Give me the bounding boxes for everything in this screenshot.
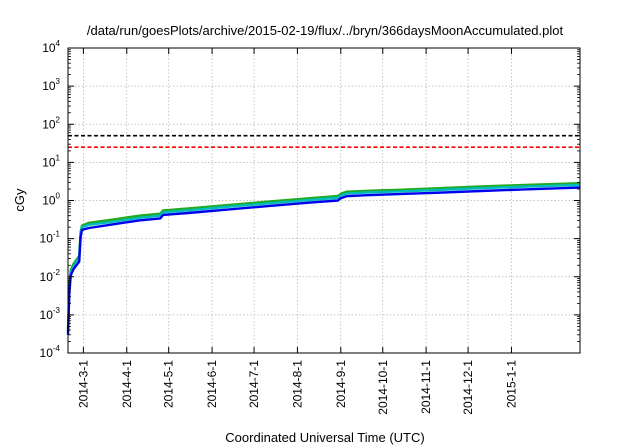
series-line	[66, 186, 581, 335]
series-line	[66, 183, 581, 333]
y-tick-label: 102	[42, 115, 60, 131]
x-axis-ticks: 2014-3-1 2014-4-1 2014-5-1 2014-6-1 2014-7-1…	[76, 48, 518, 415]
y-tick-label: 10-3	[40, 306, 61, 322]
series-layer	[66, 182, 581, 335]
reference-lines	[68, 134, 580, 149]
x-tick-label: 2014-6-1	[205, 360, 219, 408]
x-tick-label: 2014-12-1	[461, 360, 475, 415]
x-tick-label: 2014-8-1	[290, 360, 304, 408]
y-tick-label: 104	[42, 39, 60, 55]
x-tick-label: 2014-9-1	[334, 360, 348, 408]
x-tick-label: 2014-11-1	[419, 360, 433, 414]
y-tick-label: 103	[42, 77, 60, 93]
chart-title: /data/run/goesPlots/archive/2015-02-19/f…	[87, 23, 564, 38]
y-axis-ticks: 10-4 10-3 10-2 10-1 100 101 102 103 104	[40, 39, 580, 360]
series-line	[66, 182, 581, 331]
y-tick-label: 10-2	[40, 268, 61, 284]
x-tick-label: 2014-5-1	[162, 360, 176, 408]
x-tick-label: 2015-1-1	[504, 360, 518, 408]
x-axis-label: Coordinated Universal Time (UTC)	[225, 430, 424, 445]
x-tick-label: 2014-7-1	[247, 360, 261, 408]
x-tick-label: 2014-10-1	[376, 360, 390, 415]
y-tick-label: 10-1	[40, 230, 61, 246]
x-tick-label: 2014-4-1	[120, 360, 134, 408]
y-tick-label: 100	[42, 192, 60, 208]
y-tick-label: 101	[42, 153, 60, 169]
y-axis-label: cGy	[12, 188, 27, 212]
y-tick-label: 10-4	[40, 344, 61, 360]
x-tick-label: 2014-3-1	[76, 360, 90, 408]
